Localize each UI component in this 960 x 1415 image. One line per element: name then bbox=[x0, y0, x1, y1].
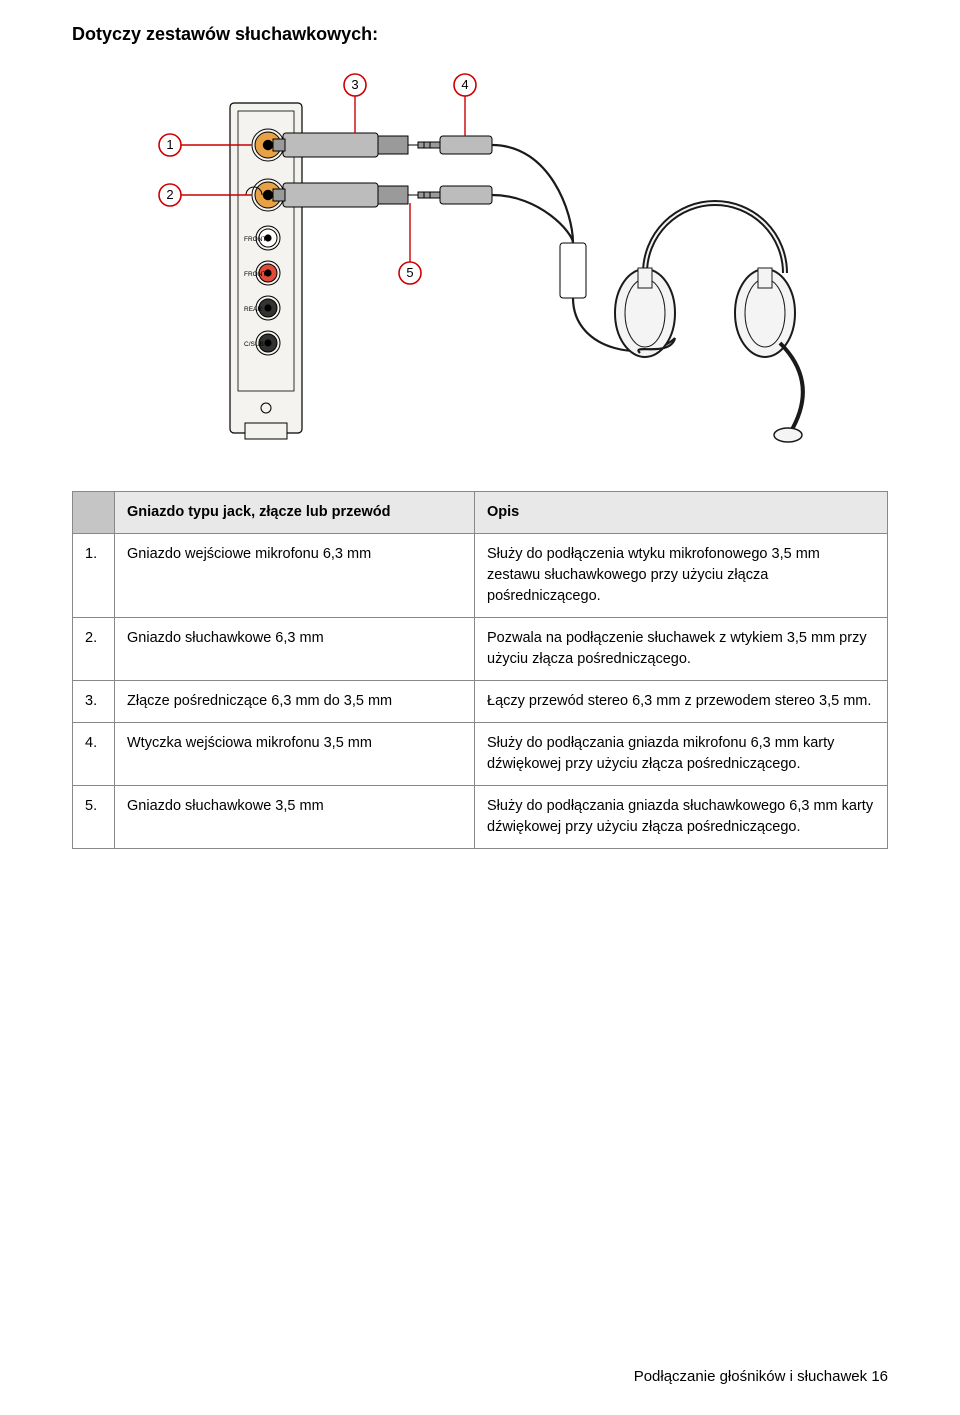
table-row: 3.Złącze pośredniczące 6,3 mm do 3,5 mmŁ… bbox=[73, 681, 888, 723]
row-desc: Służy do podłączania gniazda mikrofonu 6… bbox=[475, 723, 888, 786]
svg-text:2: 2 bbox=[166, 187, 173, 202]
table-row: 2.Gniazdo słuchawkowe 6,3 mmPozwala na p… bbox=[73, 618, 888, 681]
row-desc: Służy do podłączania gniazda słuchawkowe… bbox=[475, 786, 888, 849]
row-num: 1. bbox=[73, 534, 115, 618]
svg-text:4: 4 bbox=[461, 77, 468, 92]
header-col2: Opis bbox=[475, 492, 888, 534]
row-num: 4. bbox=[73, 723, 115, 786]
row-num: 5. bbox=[73, 786, 115, 849]
ports-table: Gniazdo typu jack, złącze lub przewód Op… bbox=[72, 491, 888, 849]
row-num: 3. bbox=[73, 681, 115, 723]
table-row: 5.Gniazdo słuchawkowe 3,5 mmSłuży do pod… bbox=[73, 786, 888, 849]
row-label: Gniazdo słuchawkowe 6,3 mm bbox=[115, 618, 475, 681]
row-label: Gniazdo wejściowe mikrofonu 6,3 mm bbox=[115, 534, 475, 618]
svg-text:1: 1 bbox=[166, 137, 173, 152]
table-row: 4.Wtyczka wejściowa mikrofonu 3,5 mmSłuż… bbox=[73, 723, 888, 786]
svg-text:3: 3 bbox=[351, 77, 358, 92]
svg-text:FRONT: FRONT bbox=[244, 236, 266, 243]
row-num: 2. bbox=[73, 618, 115, 681]
header-num bbox=[73, 492, 115, 534]
connection-diagram: FRONT FRONT REAR C/SUB 1 2 3 4 5 bbox=[72, 73, 888, 463]
svg-text:FRONT: FRONT bbox=[244, 271, 266, 278]
row-label: Gniazdo słuchawkowe 3,5 mm bbox=[115, 786, 475, 849]
row-desc: Pozwala na podłączenie słuchawek z wtyki… bbox=[475, 618, 888, 681]
svg-text:5: 5 bbox=[406, 265, 413, 280]
page-title: Dotyczy zestawów słuchawkowych: bbox=[72, 24, 888, 45]
svg-text:C/SUB: C/SUB bbox=[244, 341, 264, 348]
row-desc: Służy do podłączenia wtyku mikrofonowego… bbox=[475, 534, 888, 618]
table-header-row: Gniazdo typu jack, złącze lub przewód Op… bbox=[73, 492, 888, 534]
header-col1: Gniazdo typu jack, złącze lub przewód bbox=[115, 492, 475, 534]
svg-text:REAR: REAR bbox=[244, 306, 262, 313]
page-footer: Podłączanie głośników i słuchawek 16 bbox=[634, 1368, 888, 1385]
row-desc: Łączy przewód stereo 6,3 mm z przewodem … bbox=[475, 681, 888, 723]
row-label: Złącze pośredniczące 6,3 mm do 3,5 mm bbox=[115, 681, 475, 723]
row-label: Wtyczka wejściowa mikrofonu 3,5 mm bbox=[115, 723, 475, 786]
table-row: 1.Gniazdo wejściowe mikrofonu 6,3 mmSłuż… bbox=[73, 534, 888, 618]
